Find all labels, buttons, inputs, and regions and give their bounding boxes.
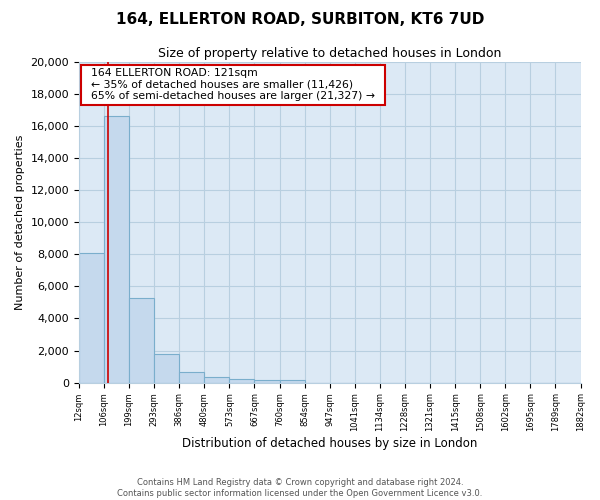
Title: Size of property relative to detached houses in London: Size of property relative to detached ho…: [158, 48, 502, 60]
X-axis label: Distribution of detached houses by size in London: Distribution of detached houses by size …: [182, 437, 478, 450]
Text: 164, ELLERTON ROAD, SURBITON, KT6 7UD: 164, ELLERTON ROAD, SURBITON, KT6 7UD: [116, 12, 484, 28]
Bar: [104, 116, 129, 382]
Bar: [254, 380, 280, 382]
Bar: [205, 378, 229, 382]
Y-axis label: Number of detached properties: Number of detached properties: [15, 134, 25, 310]
Bar: [179, 372, 205, 382]
Text: 164 ELLERTON ROAD: 121sqm  
  ← 35% of detached houses are smaller (11,426)  
  : 164 ELLERTON ROAD: 121sqm ← 35% of detac…: [84, 68, 382, 102]
Bar: [79, 252, 104, 382]
Bar: [229, 380, 254, 382]
Bar: [129, 298, 154, 382]
Bar: [280, 380, 305, 382]
Text: Contains HM Land Registry data © Crown copyright and database right 2024.
Contai: Contains HM Land Registry data © Crown c…: [118, 478, 482, 498]
Bar: [154, 354, 179, 382]
